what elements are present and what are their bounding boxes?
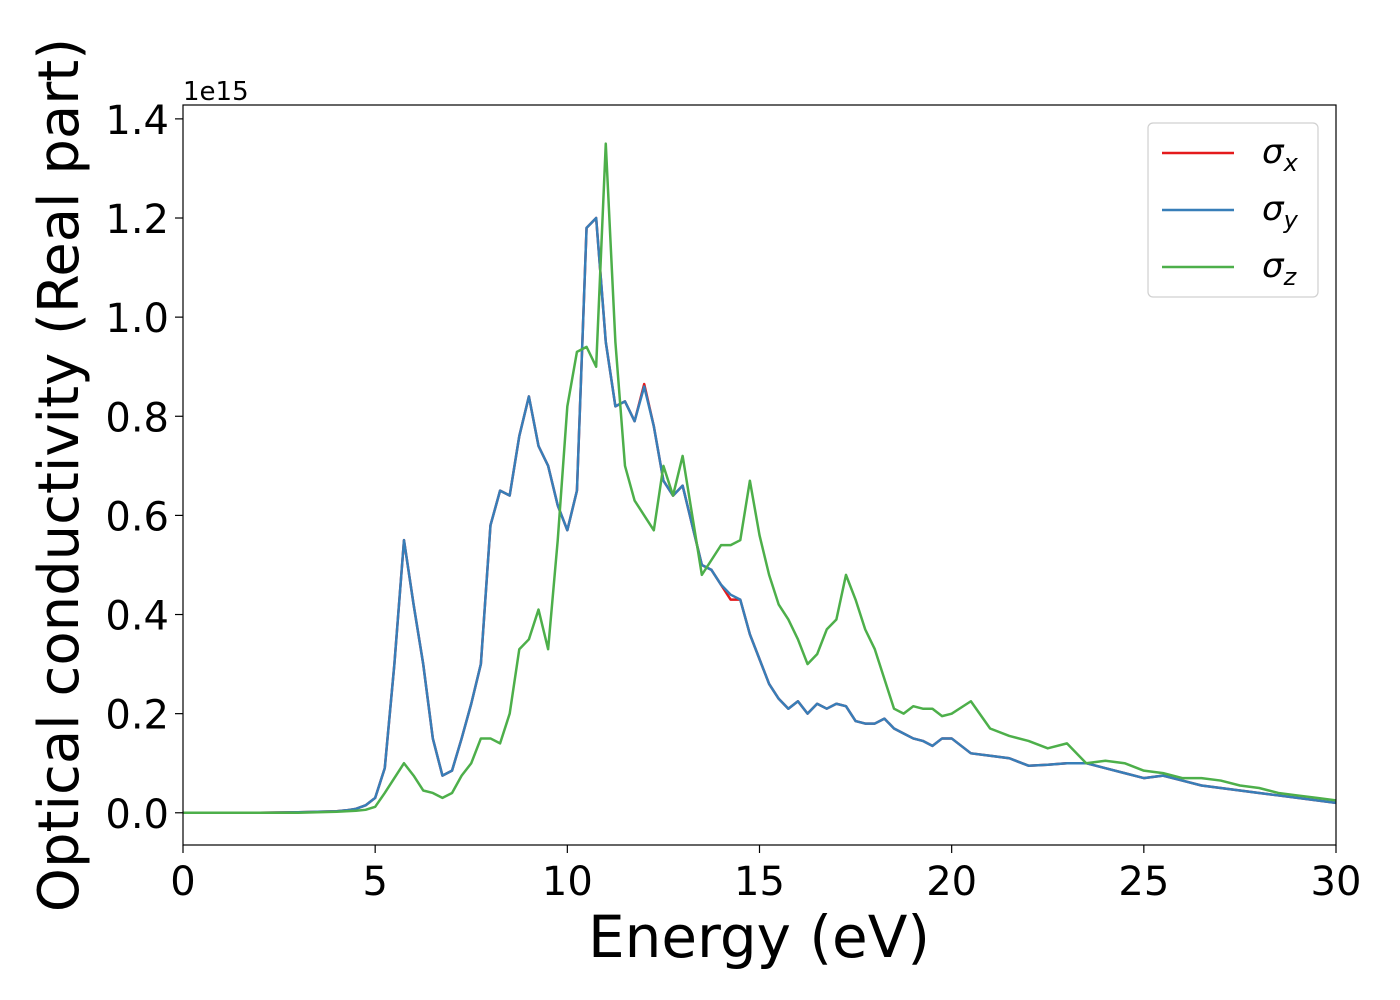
y-tick-label: 0.2 bbox=[105, 693, 169, 739]
x-tick-label: 0 bbox=[170, 859, 195, 905]
legend-label: σy bbox=[1262, 189, 1299, 234]
y-tick-label: 0.0 bbox=[105, 792, 169, 838]
y-axis-label: Optical conductivity (Real part) bbox=[27, 38, 92, 912]
x-tick-label: 15 bbox=[734, 859, 785, 905]
series-line bbox=[183, 216, 1336, 815]
x-tick-label: 5 bbox=[362, 859, 387, 905]
series-line bbox=[183, 142, 1336, 815]
x-tick-label: 25 bbox=[1118, 859, 1169, 905]
y-tick-label: 0.6 bbox=[105, 494, 169, 540]
y-tick-label: 1.0 bbox=[105, 296, 169, 342]
series-line bbox=[183, 216, 1336, 815]
x-tick-label: 20 bbox=[926, 859, 977, 905]
x-axis-label: Energy (eV) bbox=[588, 903, 930, 971]
y-tick-label: 0.4 bbox=[105, 594, 169, 640]
x-tick-label: 30 bbox=[1311, 859, 1362, 905]
y-tick-label: 1.2 bbox=[105, 197, 169, 243]
legend-label: σz bbox=[1262, 246, 1298, 291]
plot-frame bbox=[182, 104, 1337, 846]
x-tick-label: 10 bbox=[542, 859, 593, 905]
y-tick-label: 1.4 bbox=[105, 98, 169, 144]
legend-label: σx bbox=[1262, 132, 1299, 177]
y-offset-label: 1e15 bbox=[183, 77, 249, 107]
y-tick-label: 0.8 bbox=[105, 395, 169, 441]
